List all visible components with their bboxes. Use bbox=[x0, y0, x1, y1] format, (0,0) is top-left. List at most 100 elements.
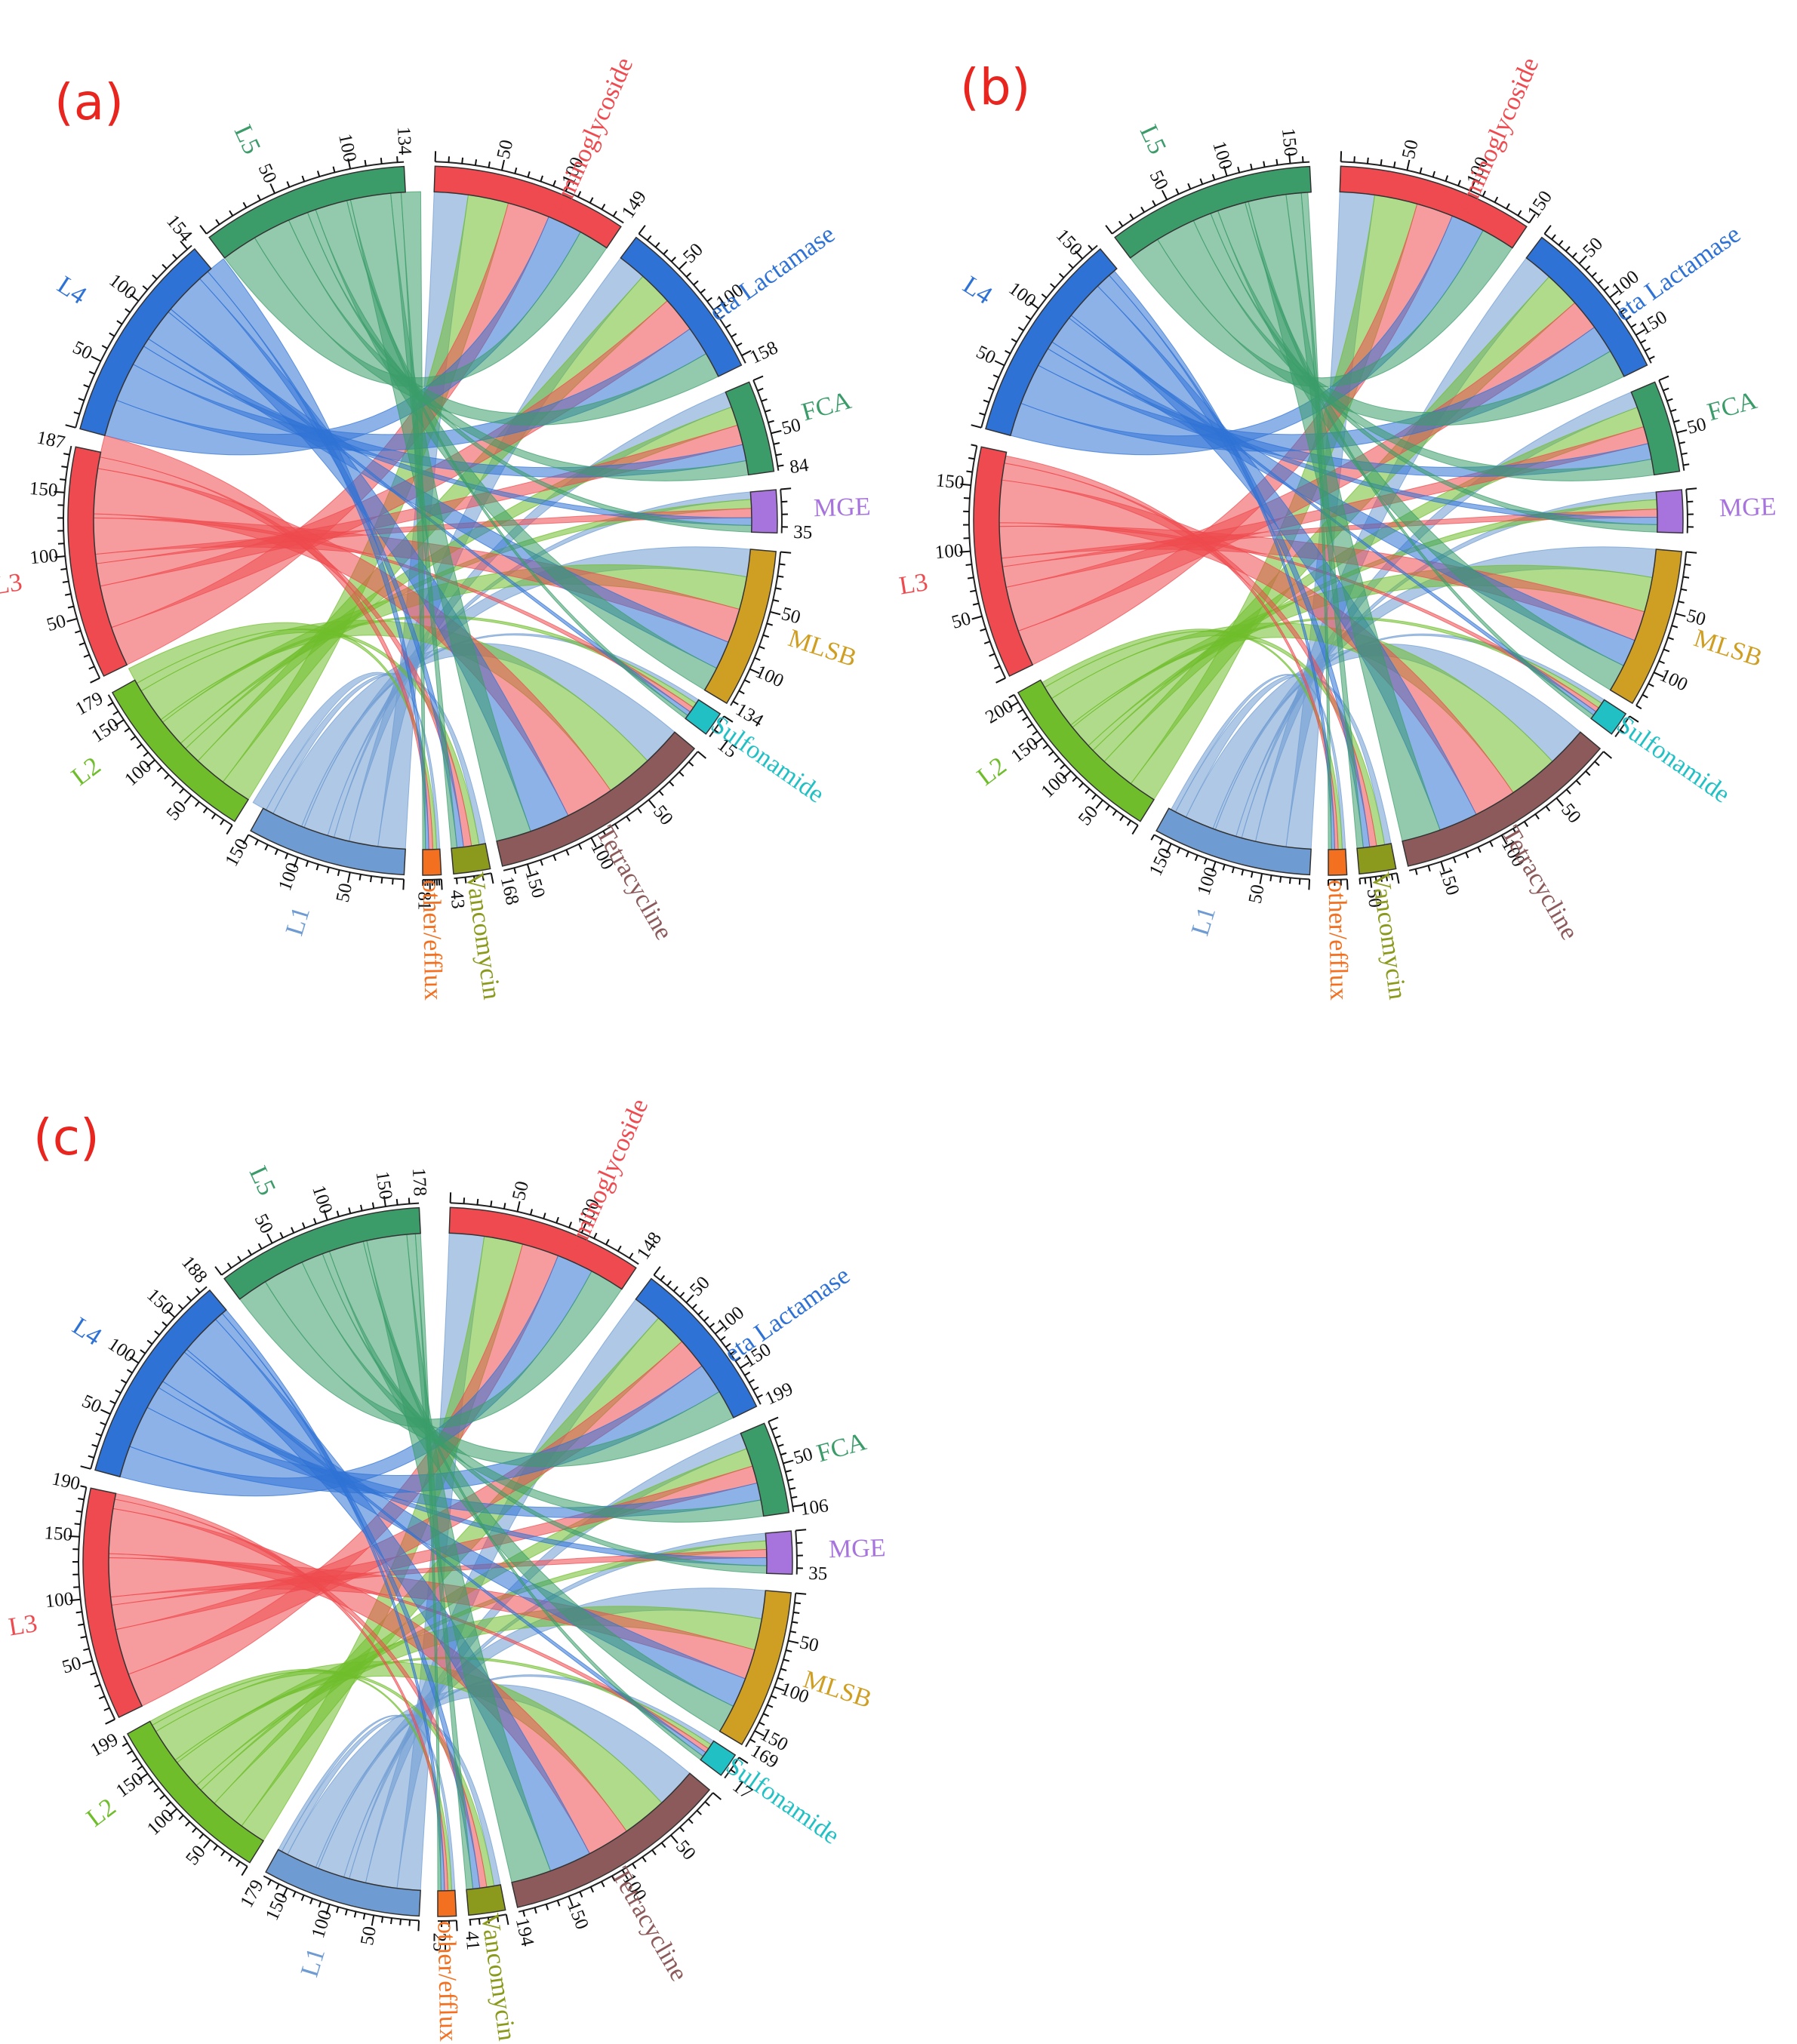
tick-mark bbox=[344, 1909, 348, 1916]
sector-band-vancomycin bbox=[1356, 843, 1397, 875]
tick-mark bbox=[116, 320, 123, 325]
tick-mark bbox=[91, 1443, 98, 1448]
tick-mark bbox=[140, 1349, 146, 1354]
tick-mark bbox=[1597, 278, 1604, 284]
tick-mark bbox=[1500, 835, 1508, 845]
sector-label-tetracycline: Tetracycline bbox=[590, 821, 678, 945]
sector-label-fca: FCA bbox=[1704, 386, 1760, 426]
tick-mark bbox=[1119, 815, 1125, 822]
tick-mark bbox=[1385, 874, 1389, 881]
tick-mark bbox=[392, 878, 394, 885]
tick-mark bbox=[768, 1416, 779, 1422]
tick-label-l5: 178 bbox=[408, 1167, 430, 1197]
tick-mark bbox=[74, 1523, 81, 1526]
sector-band-tetracycline bbox=[1402, 731, 1602, 867]
tick-label-other-efflux: 81 bbox=[414, 892, 434, 911]
tick-mark bbox=[1165, 843, 1172, 854]
sector-band-sulfonamide bbox=[700, 1740, 737, 1776]
axis-arc-l5 bbox=[205, 161, 405, 235]
tick-mark bbox=[543, 1213, 546, 1219]
axis-arc-l2 bbox=[107, 694, 233, 826]
tick-mark bbox=[482, 874, 485, 881]
tick-mark bbox=[1175, 188, 1180, 195]
tick-mark bbox=[101, 345, 108, 349]
tick-mark bbox=[754, 1730, 765, 1737]
axis-arc-l1 bbox=[1153, 834, 1310, 881]
tick-mark bbox=[395, 1198, 398, 1206]
sector-label-l4: L4 bbox=[67, 1312, 106, 1351]
tick-mark bbox=[1364, 878, 1367, 884]
tick-mark bbox=[1565, 788, 1571, 795]
tick-mark bbox=[1603, 285, 1610, 291]
tick-mark bbox=[749, 1738, 756, 1744]
tick-label-l1: 150 bbox=[262, 1889, 292, 1923]
chord-ribbons bbox=[108, 1232, 768, 1892]
tick-label-l3: 187 bbox=[35, 427, 66, 453]
panel-label-a: (a) bbox=[54, 73, 124, 131]
tick-mark bbox=[1663, 648, 1670, 653]
tick-mark bbox=[723, 715, 734, 723]
tick-mark bbox=[593, 1232, 598, 1239]
tick-mark bbox=[171, 781, 177, 787]
tick-mark bbox=[476, 1198, 479, 1206]
sector-label-mge: MGE bbox=[828, 1534, 886, 1563]
tick-mark bbox=[786, 1649, 792, 1652]
tick-label-l2: 199 bbox=[87, 1729, 122, 1761]
tick-mark bbox=[658, 790, 664, 796]
tick-mark bbox=[469, 1919, 472, 1926]
tick-mark bbox=[1033, 737, 1043, 745]
tick-label-mlsb: 100 bbox=[1657, 665, 1691, 695]
tick-mark bbox=[1058, 272, 1065, 278]
tick-label-l4: 154 bbox=[162, 211, 196, 246]
tick-mark bbox=[1452, 856, 1457, 863]
tick-label-l3: 100 bbox=[934, 540, 965, 563]
sector-label-l4: L4 bbox=[52, 271, 91, 310]
tick-mark bbox=[122, 1742, 128, 1747]
tick-mark bbox=[785, 1469, 792, 1473]
tick-mark bbox=[390, 1917, 393, 1925]
tick-mark bbox=[1614, 300, 1621, 306]
tick-mark bbox=[1241, 869, 1245, 876]
tick-label-l1: 179 bbox=[236, 1876, 268, 1911]
tick-mark bbox=[1602, 751, 1613, 759]
tick-mark bbox=[670, 257, 676, 263]
sector-label-l2: L2 bbox=[66, 752, 106, 791]
tick-label-l1: 150 bbox=[221, 835, 253, 870]
tick-label-l3: 100 bbox=[45, 1589, 75, 1612]
tick-mark bbox=[660, 1842, 666, 1849]
axis-arc-vancomycin bbox=[469, 1913, 507, 1921]
tick-mark bbox=[80, 1635, 87, 1639]
sector-band-aminoglycoside bbox=[1339, 165, 1528, 249]
tick-mark bbox=[269, 183, 275, 194]
tick-mark bbox=[1029, 301, 1039, 309]
tick-mark bbox=[670, 1834, 678, 1844]
tick-mark bbox=[348, 1207, 352, 1214]
tick-mark bbox=[286, 181, 291, 188]
tick-mark bbox=[318, 1901, 322, 1908]
tick-label-l5: 100 bbox=[308, 1183, 336, 1216]
tick-mark bbox=[1048, 751, 1054, 757]
tick-mark bbox=[195, 801, 200, 807]
tick-mark bbox=[777, 1677, 784, 1681]
tick-mark bbox=[1140, 206, 1145, 213]
tick-mark bbox=[1011, 338, 1017, 343]
tick-mark bbox=[752, 375, 764, 381]
tick-mark bbox=[1534, 813, 1540, 820]
tick-mark bbox=[1683, 463, 1690, 466]
chord-panel-c: (c) 50100148Aminoglycoside50100150199Bet… bbox=[7, 1095, 886, 2042]
tick-mark bbox=[179, 788, 184, 794]
tick-mark bbox=[78, 642, 85, 646]
tick-mark bbox=[380, 158, 383, 164]
tick-mark bbox=[60, 567, 67, 570]
tick-mark bbox=[577, 191, 582, 198]
sector-band-mlsb bbox=[703, 549, 777, 705]
tick-mark bbox=[1203, 858, 1208, 865]
tick-mark bbox=[1635, 328, 1646, 336]
tick-label-aminoglycoside: 50 bbox=[1399, 138, 1423, 161]
tick-mark bbox=[90, 1672, 97, 1676]
tick-label-fca: 106 bbox=[798, 1495, 829, 1520]
tick-mark bbox=[992, 374, 999, 379]
tick-mark bbox=[1062, 770, 1072, 779]
tick-mark bbox=[738, 690, 745, 695]
tick-mark bbox=[82, 1660, 93, 1665]
